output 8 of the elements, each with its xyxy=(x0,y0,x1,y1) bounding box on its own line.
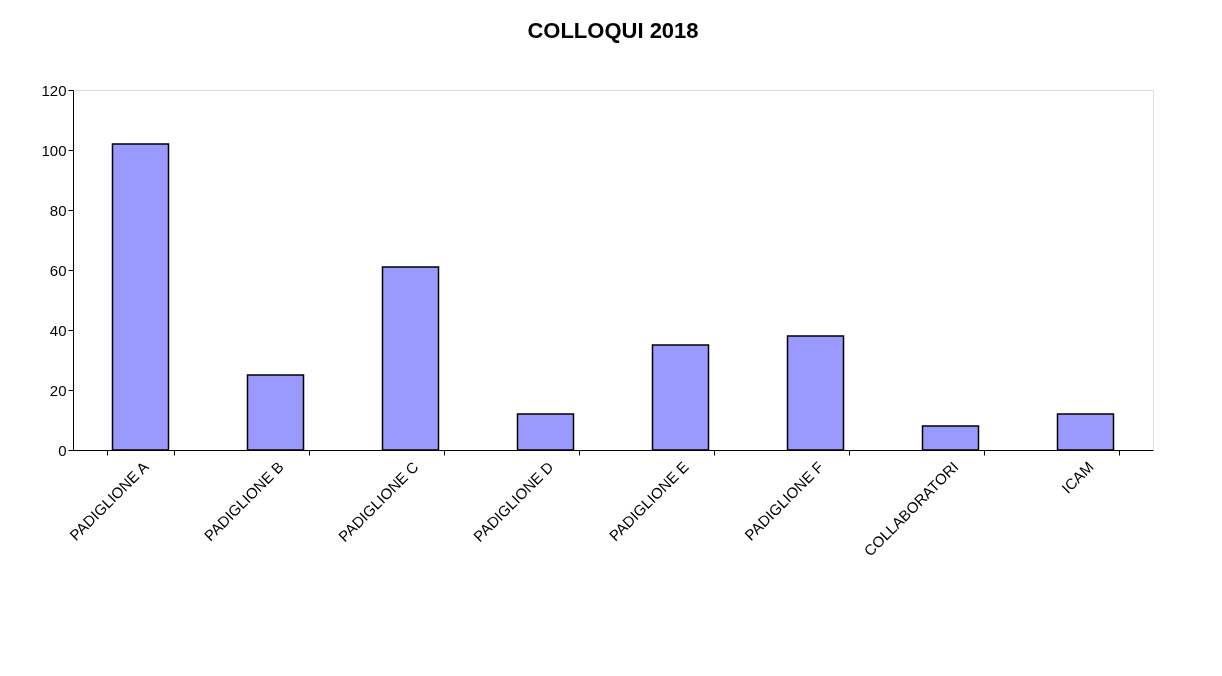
y-tick-label: 0 xyxy=(58,441,67,459)
y-tick-label: 120 xyxy=(41,81,67,99)
y-tick-label: 100 xyxy=(41,141,67,159)
chart-title: COLLOQUI 2018 xyxy=(527,18,699,43)
y-tick-label: 80 xyxy=(49,201,67,219)
y-tick-label: 60 xyxy=(49,261,67,279)
y-tick-label: 20 xyxy=(49,381,67,399)
y-tick-label: 40 xyxy=(49,321,67,339)
